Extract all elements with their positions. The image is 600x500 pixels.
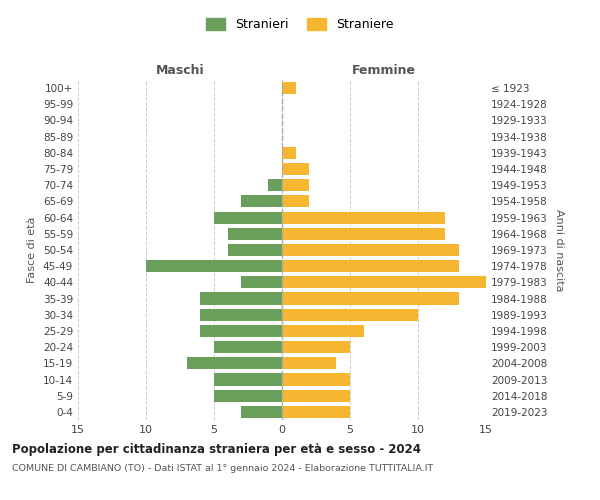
Bar [282, 82, 296, 94]
Bar [282, 406, 350, 418]
Bar [282, 390, 350, 402]
Bar [214, 374, 282, 386]
Bar [282, 212, 445, 224]
Bar [187, 358, 282, 370]
Y-axis label: Fasce di età: Fasce di età [28, 217, 37, 283]
Bar [214, 390, 282, 402]
Text: COMUNE DI CAMBIANO (TO) - Dati ISTAT al 1° gennaio 2024 - Elaborazione TUTTITALI: COMUNE DI CAMBIANO (TO) - Dati ISTAT al … [12, 464, 433, 473]
Text: Popolazione per cittadinanza straniera per età e sesso - 2024: Popolazione per cittadinanza straniera p… [12, 442, 421, 456]
Bar [214, 212, 282, 224]
Bar [282, 196, 309, 207]
Y-axis label: Anni di nascita: Anni di nascita [554, 208, 564, 291]
Bar [282, 325, 364, 337]
Bar [241, 276, 282, 288]
Bar [227, 244, 282, 256]
Bar [282, 147, 296, 159]
Bar [241, 406, 282, 418]
Legend: Stranieri, Straniere: Stranieri, Straniere [200, 11, 400, 38]
Bar [200, 325, 282, 337]
Bar [268, 179, 282, 192]
Bar [282, 244, 459, 256]
Bar [282, 163, 309, 175]
Bar [282, 276, 486, 288]
Bar [214, 341, 282, 353]
Bar [241, 196, 282, 207]
Bar [282, 374, 350, 386]
Bar [282, 228, 445, 240]
Text: Femmine: Femmine [352, 64, 416, 77]
Bar [200, 292, 282, 304]
Bar [146, 260, 282, 272]
Bar [227, 228, 282, 240]
Bar [282, 179, 309, 192]
Bar [282, 341, 350, 353]
Bar [282, 358, 337, 370]
Text: Maschi: Maschi [155, 64, 205, 77]
Bar [282, 308, 418, 321]
Bar [282, 292, 459, 304]
Bar [200, 308, 282, 321]
Bar [282, 260, 459, 272]
